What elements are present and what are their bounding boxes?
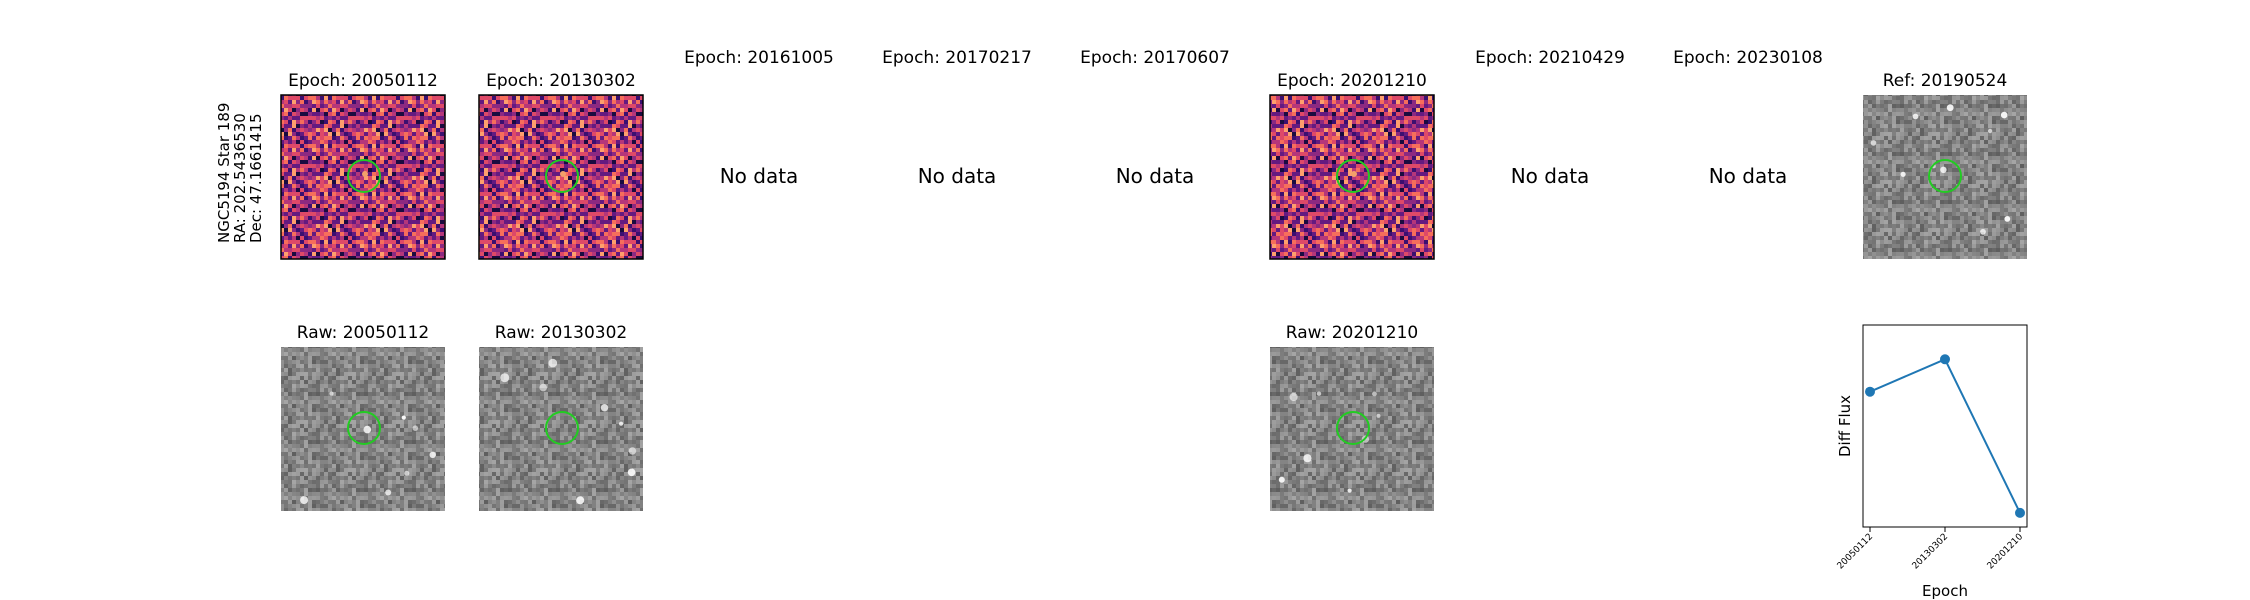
raw-star bbox=[401, 415, 406, 420]
raw-target-circle bbox=[545, 411, 579, 445]
raw-title: Raw: 20201210 bbox=[1286, 323, 1419, 343]
raw-image bbox=[1270, 347, 1434, 511]
light-curve-points bbox=[1865, 354, 2025, 518]
reference-title: Ref: 20190524 bbox=[1883, 71, 2008, 91]
raw-star bbox=[404, 470, 410, 476]
epoch-title: Epoch: 20170607 bbox=[1080, 48, 1230, 68]
x-tick-label: 20050112 bbox=[1836, 532, 1875, 571]
raw-star bbox=[1278, 476, 1285, 483]
raw-image bbox=[281, 347, 445, 511]
raw-title: Raw: 20130302 bbox=[495, 323, 628, 343]
raw-star bbox=[600, 404, 609, 412]
epoch-title: Epoch: 20170217 bbox=[882, 48, 1032, 68]
epoch-title: Epoch: 20201210 bbox=[1277, 71, 1427, 91]
light-curve-x-label: Epoch bbox=[1922, 582, 1968, 600]
raw-star bbox=[500, 373, 510, 383]
no-data-label: No data bbox=[1116, 164, 1195, 188]
target-circle bbox=[1336, 159, 1370, 193]
x-tick-label: 20201210 bbox=[1986, 532, 2026, 572]
target-dec: Dec: 47.1661415 bbox=[247, 113, 265, 243]
light-curve-y-label: Diff Flux bbox=[1836, 395, 1854, 457]
raw-target-circle bbox=[347, 411, 381, 445]
no-data-label: No data bbox=[918, 164, 997, 188]
target-name: NGC5194 Star 189 bbox=[215, 103, 233, 243]
target-source bbox=[560, 171, 566, 177]
reference-target-circle bbox=[1928, 159, 1962, 193]
raw-star bbox=[619, 421, 624, 426]
raw-star bbox=[412, 425, 419, 432]
raw-star bbox=[1316, 391, 1322, 396]
raw-star bbox=[1372, 391, 1377, 397]
reference-star bbox=[1912, 113, 1919, 120]
raw-target-circle bbox=[1336, 411, 1370, 445]
epoch-title: Epoch: 20161005 bbox=[684, 48, 834, 68]
reference-star bbox=[2000, 111, 2008, 119]
epoch-title: Epoch: 20050112 bbox=[288, 71, 438, 91]
reference-panel: Ref: 20190524 bbox=[1863, 71, 2027, 259]
epoch-title: Epoch: 20210429 bbox=[1475, 48, 1625, 68]
raw-star bbox=[1303, 454, 1312, 463]
raw-star bbox=[1376, 413, 1381, 418]
light-curve-chart: 20050112 20130302 20201210 Epoch Diff Flux bbox=[1836, 324, 2028, 600]
raw-star bbox=[385, 489, 392, 496]
difference-image bbox=[478, 94, 644, 260]
reference-star bbox=[1870, 140, 1877, 146]
raw-star bbox=[548, 358, 558, 368]
light-curve-point bbox=[1865, 386, 1875, 397]
reference-star bbox=[1900, 171, 1906, 177]
raw-star bbox=[1347, 488, 1352, 493]
target-source bbox=[362, 171, 368, 177]
epoch-panels-row: Epoch: 20050112 Epoch: 20130302 Epoch: 201… bbox=[280, 48, 1823, 260]
raw-panels-row: Raw: 20050112 Raw: 20130302 Raw: 20201210 bbox=[281, 323, 1434, 511]
light-curve-point bbox=[2015, 507, 2025, 518]
raw-star bbox=[576, 496, 585, 505]
target-info-label: NGC5194 Star 189 RA: 202.5436530 Dec: 47… bbox=[215, 103, 265, 243]
x-tick-label: 20130302 bbox=[1911, 532, 1950, 571]
raw-image bbox=[479, 347, 643, 511]
target-circle bbox=[347, 159, 381, 193]
raw-star bbox=[300, 496, 309, 505]
target-ra: RA: 202.5436530 bbox=[231, 113, 249, 243]
raw-title: Raw: 20050112 bbox=[297, 323, 430, 343]
difference-image bbox=[1269, 94, 1435, 260]
raw-star bbox=[628, 447, 637, 455]
epoch-title: Epoch: 20230108 bbox=[1673, 48, 1823, 68]
epoch-title: Epoch: 20130302 bbox=[486, 71, 636, 91]
target-circle bbox=[545, 159, 579, 193]
raw-star bbox=[429, 451, 436, 458]
reference-star bbox=[1980, 228, 1986, 235]
raw-star bbox=[363, 425, 372, 434]
reference-image bbox=[1863, 95, 2027, 259]
difference-image bbox=[280, 94, 446, 260]
target-source bbox=[1351, 171, 1357, 177]
raw-star bbox=[329, 391, 334, 396]
reference-star bbox=[1987, 128, 1993, 134]
raw-star bbox=[627, 468, 636, 477]
no-data-label: No data bbox=[720, 164, 799, 188]
reference-star bbox=[1940, 166, 1947, 173]
light-curve-point bbox=[1940, 354, 1950, 365]
no-data-label: No data bbox=[1709, 164, 1788, 188]
reference-star bbox=[2004, 216, 2011, 222]
raw-star bbox=[1289, 392, 1298, 402]
no-data-label: No data bbox=[1511, 164, 1590, 188]
light-curve-x-ticks: 20050112 20130302 20201210 bbox=[1836, 527, 2026, 572]
reference-star bbox=[1946, 104, 1954, 112]
raw-star bbox=[539, 383, 547, 392]
